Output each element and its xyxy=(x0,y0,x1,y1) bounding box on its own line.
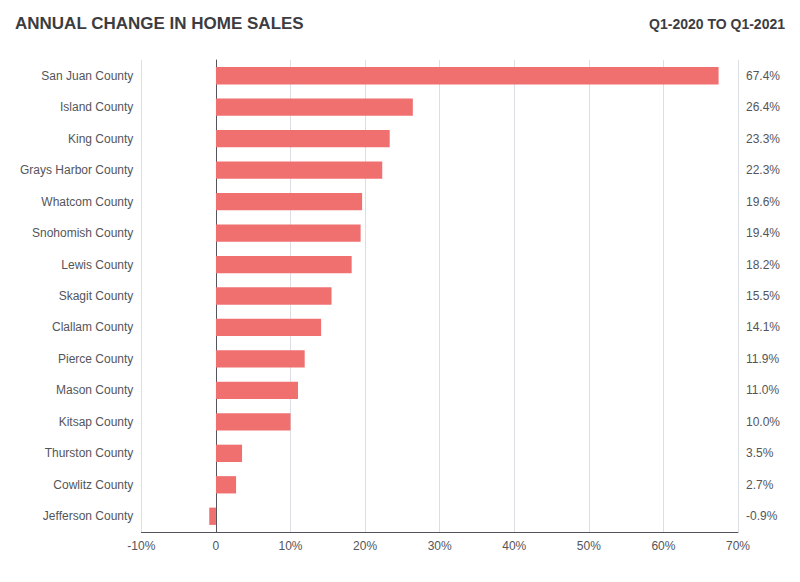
svg-text:Kitsap County: Kitsap County xyxy=(59,415,134,429)
svg-text:Clallam County: Clallam County xyxy=(52,320,133,334)
svg-text:70%: 70% xyxy=(726,539,750,553)
svg-text:Pierce County: Pierce County xyxy=(58,352,133,366)
svg-text:10.0%: 10.0% xyxy=(746,415,780,429)
svg-text:Q1-2020 TO Q1-2021: Q1-2020 TO Q1-2021 xyxy=(649,16,785,32)
svg-text:20%: 20% xyxy=(353,539,377,553)
svg-text:Mason County: Mason County xyxy=(56,383,133,397)
svg-text:50%: 50% xyxy=(577,539,601,553)
svg-text:Skagit County: Skagit County xyxy=(59,289,134,303)
svg-text:11.9%: 11.9% xyxy=(746,352,779,366)
svg-text:2.7%: 2.7% xyxy=(746,478,774,492)
svg-text:-10%: -10% xyxy=(127,539,155,553)
svg-text:11.0%: 11.0% xyxy=(746,383,779,397)
svg-text:Grays Harbor County: Grays Harbor County xyxy=(20,163,133,177)
svg-text:60%: 60% xyxy=(651,539,675,553)
svg-text:Jefferson County: Jefferson County xyxy=(43,509,134,523)
svg-text:19.6%: 19.6% xyxy=(746,195,780,209)
svg-text:10%: 10% xyxy=(279,539,303,553)
svg-text:15.5%: 15.5% xyxy=(746,289,780,303)
svg-text:Thurston County: Thurston County xyxy=(45,446,134,460)
svg-text:3.5%: 3.5% xyxy=(746,446,774,460)
svg-text:Lewis County: Lewis County xyxy=(61,258,133,272)
svg-text:Cowlitz County: Cowlitz County xyxy=(53,478,133,492)
svg-text:67.4%: 67.4% xyxy=(746,69,780,83)
svg-text:ANNUAL CHANGE IN HOME SALES: ANNUAL CHANGE IN HOME SALES xyxy=(15,14,304,33)
svg-text:14.1%: 14.1% xyxy=(746,320,780,334)
svg-text:22.3%: 22.3% xyxy=(746,163,780,177)
svg-text:23.3%: 23.3% xyxy=(746,132,780,146)
svg-text:Snohomish County: Snohomish County xyxy=(32,226,133,240)
svg-text:40%: 40% xyxy=(502,539,526,553)
svg-text:Island County: Island County xyxy=(60,100,133,114)
svg-text:San Juan County: San Juan County xyxy=(41,69,133,83)
svg-text:Whatcom County: Whatcom County xyxy=(41,195,133,209)
svg-text:-0.9%: -0.9% xyxy=(746,509,778,523)
svg-text:30%: 30% xyxy=(428,539,452,553)
svg-text:0: 0 xyxy=(213,539,220,553)
svg-text:19.4%: 19.4% xyxy=(746,226,780,240)
svg-text:King County: King County xyxy=(68,132,133,146)
svg-text:26.4%: 26.4% xyxy=(746,100,780,114)
svg-text:18.2%: 18.2% xyxy=(746,258,780,272)
